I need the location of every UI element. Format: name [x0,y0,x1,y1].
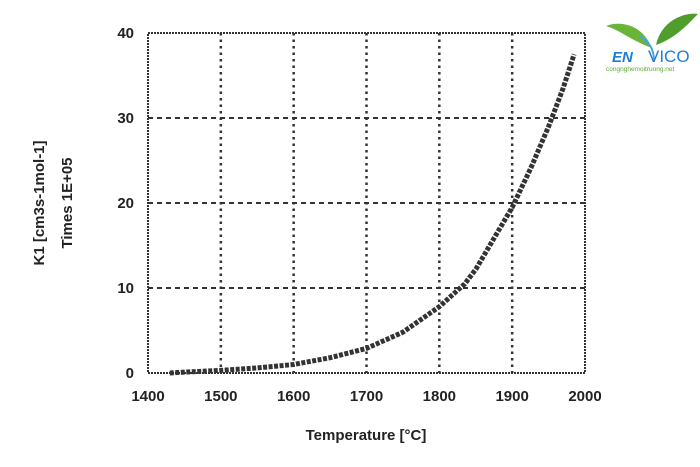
x-tick-label: 1800 [423,388,456,405]
y-tick-label: 20 [117,195,134,212]
envico-logo: EN VICO congnghemoitruong.net [606,13,698,73]
y-tick-label: 30 [117,110,134,127]
plot-frame [147,32,586,374]
svg-text:VICO: VICO [648,47,690,66]
grid [148,33,585,373]
svg-text:EN: EN [612,49,634,66]
y-tick-label: 40 [117,25,134,42]
x-axis-label: Temperature [°C] [306,427,427,444]
x-tick-label: 1500 [204,388,237,405]
y-axis-label: K1 [cm3s-1mol-1] [31,140,48,265]
x-tick-label: 1900 [495,388,528,405]
x-tick-label: 2000 [568,388,601,405]
y-tick-label: 0 [126,365,134,382]
x-tick-label: 1400 [131,388,164,405]
y-axis-label-multiplier: Times 1E+05 [59,157,76,248]
svg-text:congnghemoitruong.net: congnghemoitruong.net [606,66,674,73]
x-tick-label: 1700 [350,388,383,405]
y-tick-label: 10 [117,280,134,297]
x-tick-label: 1600 [277,388,310,405]
series-k1-line [169,53,577,376]
